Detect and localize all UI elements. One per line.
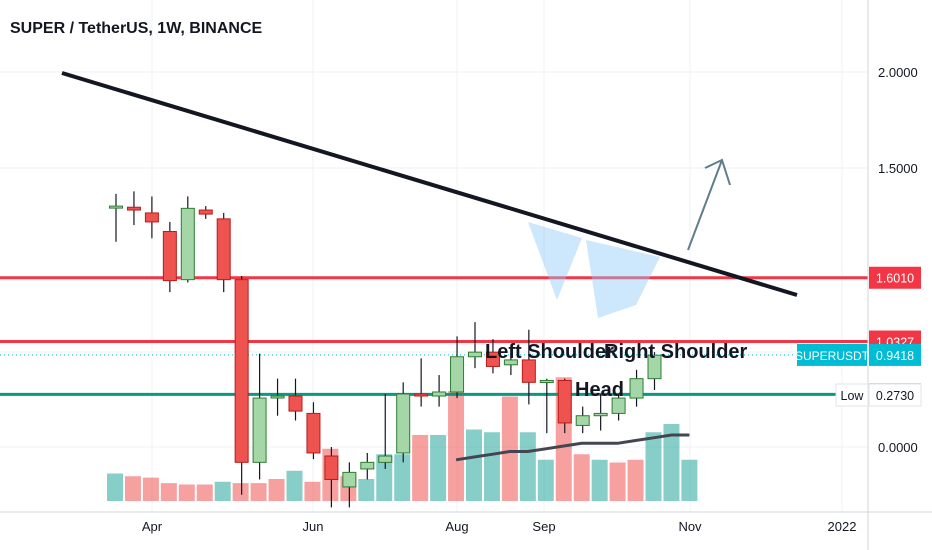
candle-body <box>109 205 123 209</box>
candle-body <box>611 397 626 414</box>
candle-body <box>198 209 213 215</box>
low-value-bg <box>868 383 922 407</box>
candle-body <box>162 231 177 282</box>
candle-body <box>306 412 321 454</box>
volume-bar <box>663 424 680 501</box>
volume-bar <box>304 481 321 501</box>
resistance-high-label-bg <box>869 266 921 289</box>
y-tick-label: 0.0000 <box>878 440 918 455</box>
candle-body <box>270 395 285 399</box>
candle-body <box>234 279 249 463</box>
volume-bar <box>376 454 393 501</box>
volume-bar <box>124 476 141 501</box>
candle-body <box>180 207 195 281</box>
x-tick-label: Aug <box>445 519 468 534</box>
candle-body <box>557 379 572 424</box>
projection-arrow-line <box>687 159 723 251</box>
volume-bar <box>214 481 231 501</box>
trend-layer <box>61 71 798 297</box>
current-price-label-bg <box>869 343 921 366</box>
volume-bar <box>358 479 375 501</box>
resistance-high-label: 1.6010 <box>876 272 914 286</box>
candle-body <box>360 461 375 470</box>
candle-body <box>593 412 608 417</box>
candle-body <box>432 391 447 397</box>
low-value: 0.2730 <box>876 389 914 403</box>
volume-bar <box>160 483 177 501</box>
volume-bar <box>412 435 429 501</box>
candle-body <box>539 379 554 383</box>
volume-bar <box>591 459 608 501</box>
low-tag: Low <box>841 389 865 403</box>
candle-body <box>414 393 429 397</box>
symbol-label: SUPERUSDT <box>795 349 870 363</box>
volume-bar <box>250 483 267 501</box>
candle-body <box>647 354 662 380</box>
right-shoulder-shape <box>586 240 660 318</box>
candle-body <box>144 212 159 223</box>
volume-bar <box>448 391 465 501</box>
candle-body <box>126 206 141 211</box>
candle-body <box>450 356 465 393</box>
volume-bar <box>286 470 303 501</box>
volume-bar <box>430 435 447 501</box>
x-tick-label: Nov <box>678 519 702 534</box>
volume-bar <box>394 454 411 501</box>
x-tick-label: 2022 <box>828 519 857 534</box>
volume-bar <box>107 473 123 501</box>
candle-body <box>288 395 303 412</box>
volume-bar <box>681 459 698 501</box>
volume-layer <box>107 377 698 501</box>
x-tick-label: Sep <box>532 519 555 534</box>
low-tag-bg <box>835 383 869 407</box>
candle-body <box>521 359 536 383</box>
symbol-label-bg <box>797 343 867 366</box>
grid <box>0 0 868 512</box>
candle-body <box>629 378 644 399</box>
volume-ma-line <box>455 433 690 462</box>
y-tick-label: 2.0000 <box>878 65 918 80</box>
volume-bar <box>645 432 662 501</box>
candle-body <box>468 351 482 358</box>
candle-layer <box>109 191 662 508</box>
volume-bar <box>178 484 195 501</box>
projection-arrow-head <box>704 158 731 186</box>
x-tick-label: Apr <box>142 519 163 534</box>
volume-bar <box>142 477 159 501</box>
y-tick-label: 1.5000 <box>878 161 918 176</box>
volume-bar <box>268 479 285 501</box>
candle-body <box>378 455 393 463</box>
candle-body <box>575 415 590 426</box>
volume-bar <box>196 484 213 501</box>
volume-bar <box>232 483 249 501</box>
volume-bar <box>627 459 644 501</box>
left-shoulder-shape <box>528 222 582 300</box>
x-tick-label: Jun <box>303 519 324 534</box>
candle-body <box>324 455 339 480</box>
volume-bar <box>537 459 554 501</box>
volume-bar <box>466 429 482 501</box>
volume-bar <box>501 396 518 501</box>
candle-body <box>216 218 231 281</box>
candle-body <box>342 471 357 488</box>
right-shoulder-label: Right Shoulder <box>604 341 748 363</box>
levels-layer <box>0 276 868 396</box>
head-label: Head <box>575 379 624 401</box>
current-price-label: 0.9418 <box>876 349 914 363</box>
candle-body <box>396 393 411 454</box>
volume-bar <box>609 462 626 501</box>
candle-body <box>485 351 500 367</box>
volume-bar <box>573 454 590 501</box>
candle-body <box>503 359 518 366</box>
volume-bar <box>519 432 536 501</box>
descending-trendline <box>61 71 798 297</box>
chart-title: SUPER / TetherUS, 1W, BINANCE <box>10 20 263 37</box>
left-shoulder-label: Left Shoulder <box>485 341 614 363</box>
candle-body <box>252 397 267 463</box>
volume-bar <box>483 432 500 501</box>
